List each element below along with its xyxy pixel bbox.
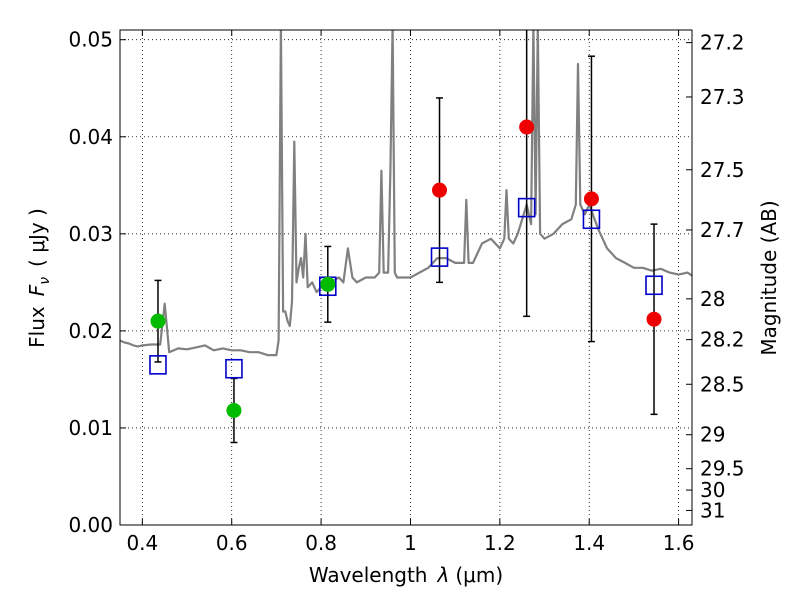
magnitude-tick-label: 30	[700, 478, 725, 502]
model-point-square	[430, 247, 449, 267]
observed-point-red	[519, 119, 535, 135]
x-axis-ticks: 0.4 0.6 0.8 1 1.2 1.4 1.6	[126, 30, 695, 555]
observed-point-red	[432, 182, 448, 198]
plot-frame	[119, 29, 693, 526]
y-tick-label: 0.02	[68, 319, 113, 343]
model-points-layer	[149, 197, 663, 379]
magnitude-tick-label: 29.5	[700, 457, 745, 481]
observed-point-red	[583, 191, 599, 207]
magnitude-tick-label: 31	[700, 498, 725, 522]
observed-point-red	[646, 311, 662, 327]
magnitude-tick-label: 28	[700, 287, 725, 311]
x-tick-label: 0.8	[305, 531, 337, 555]
magnitude-tick-label: 28.2	[700, 328, 745, 352]
x-tick-label: 1.2	[484, 531, 516, 555]
magnitude-tick-label: 27.7	[700, 218, 745, 242]
x-tick-label: 0.4	[126, 531, 158, 555]
y-tick-label: 0.03	[68, 222, 113, 246]
y-tick-label: 0.00	[68, 513, 113, 537]
magnitude-tick-label: 27.2	[700, 31, 745, 55]
x-tick-label: 1.4	[573, 531, 605, 555]
x-axis-label-unit: (μm)	[455, 563, 503, 587]
observed-point-green	[320, 276, 336, 292]
y-tick-label: 0.01	[68, 416, 113, 440]
magnitude-tick-label: 27.3	[700, 85, 745, 109]
x-tick-label: 0.6	[216, 531, 248, 555]
model-point-square	[517, 197, 536, 218]
x-axis-label-main: Wavelength	[309, 563, 428, 587]
model-point-square	[225, 358, 243, 379]
y-axis-label: Flux Fν ( μJy )	[25, 208, 53, 348]
spectrum-layer	[120, 30, 692, 357]
observed-point-green	[226, 402, 242, 418]
magnitude-tick-label: 29	[700, 423, 725, 447]
model-point-square	[645, 275, 663, 296]
magnitude-tick-label: 28.5	[700, 372, 745, 396]
y-tick-label: 0.05	[68, 28, 113, 52]
x-axis-label-symbol: λ	[437, 563, 450, 587]
magnitude-tick-label: 27.5	[700, 158, 745, 182]
model-point-square	[149, 355, 167, 375]
model-point-square	[582, 209, 601, 230]
observed-points-layer	[150, 119, 662, 418]
y-tick-label: 0.04	[68, 125, 113, 149]
y-axis-label-main: Flux	[25, 306, 49, 348]
x-tick-label: 1.6	[663, 531, 695, 555]
observed-point-green	[150, 313, 166, 329]
y-axis-ticks: 0.00 0.01 0.02 0.03 0.04 0.05	[68, 28, 126, 537]
magnitude-axis-label: Magnitude (AB)	[757, 200, 781, 355]
y-axis-label-subscript: ν	[37, 277, 53, 285]
y-axis-label-symbol: F	[25, 284, 49, 296]
x-axis-label: Wavelength λ (μm)	[309, 563, 503, 587]
x-tick-label: 1	[404, 531, 417, 555]
y-axis-label-unit: ( μJy )	[25, 208, 49, 267]
spectrum-line	[120, 30, 692, 357]
